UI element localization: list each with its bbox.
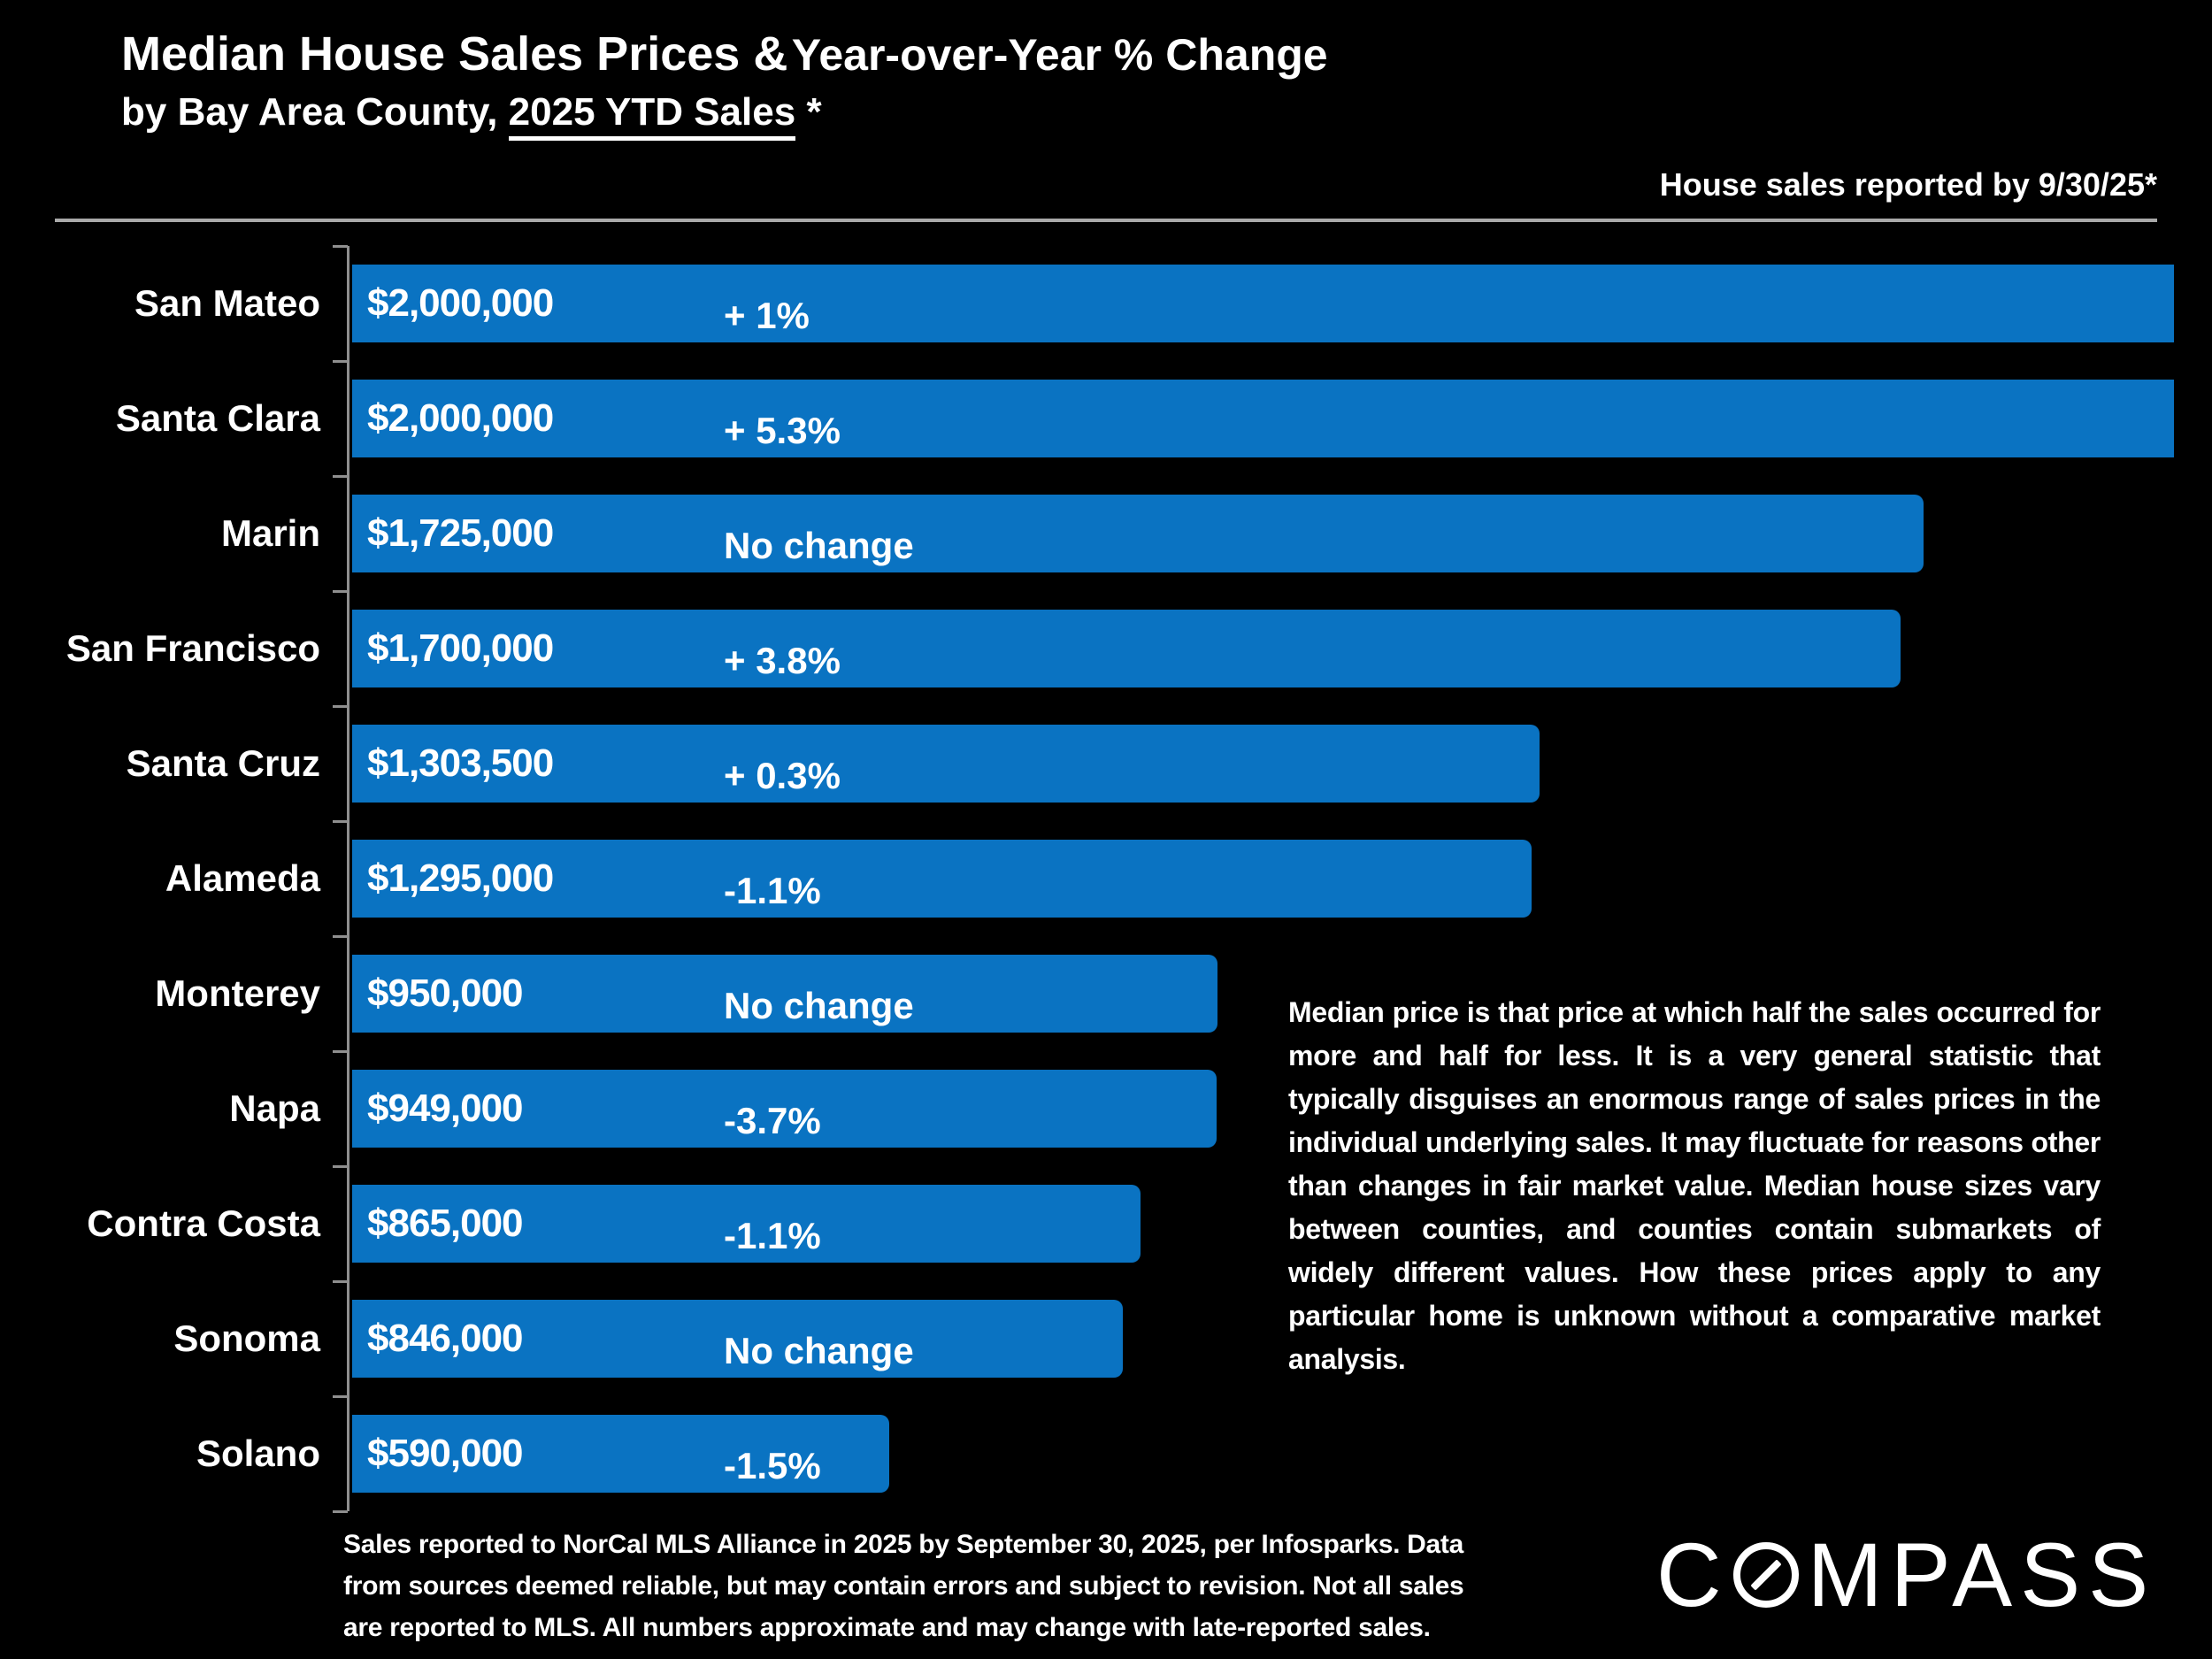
county-label: Santa Clara [115,397,320,439]
price-bar: $2,000,000 + 1% [352,265,2174,342]
median-price-label: $2,000,000 [367,396,554,440]
price-bar: $1,700,000 + 3.8% [352,610,1901,687]
county-label: Alameda [165,857,320,899]
compass-logo-text-c: C [1656,1525,1730,1625]
yoy-change-label: No change [724,985,914,1026]
y-axis-line [347,246,349,1511]
yoy-change-label: + 0.3% [724,755,841,796]
bar-row-sonoma: Sonoma $846,000 No change [0,1281,2212,1396]
median-price-label: $590,000 [367,1432,524,1475]
footnote-line: are reported to MLS. All numbers approxi… [343,1613,1431,1642]
footnote-line: Sales reported to NorCal MLS Alliance in… [343,1530,1463,1559]
yoy-change-label: No change [724,525,914,566]
footnote-line: from sources deemed reliable, but may co… [343,1571,1464,1601]
compass-needle-icon [1749,1559,1782,1591]
yoy-change-label: -3.7% [724,1100,821,1141]
price-bar: $1,295,000 -1.1% [352,840,1532,918]
y-axis-tick [333,1395,348,1398]
county-label: Marin [220,512,320,554]
yoy-change-label: -1.1% [724,1215,821,1256]
y-axis-tick [333,590,348,593]
page-title-main: Median House Sales Prices & [121,27,788,81]
page-subtitle: by Bay Area County, 2025 YTD Sales * [121,90,822,141]
yoy-change-label: + 1% [724,295,810,336]
county-label: Napa [229,1087,320,1129]
y-axis-tick [333,475,348,478]
county-label: San Mateo [134,282,320,324]
y-axis-tick [333,245,348,248]
yoy-change-label: No change [724,1330,914,1371]
yoy-change-label: + 3.8% [724,640,841,681]
bar-row-san-francisco: San Francisco $1,700,000 + 3.8% [0,591,2212,706]
bar-row-santa-cruz: Santa Cruz $1,303,500 + 0.3% [0,706,2212,821]
bar-row-marin: Marin $1,725,000 No change [0,476,2212,591]
median-price-label: $865,000 [367,1202,524,1245]
county-label: Santa Cruz [126,742,320,784]
compass-needle-o-icon [1732,1542,1799,1608]
compass-logo: C MPASS [1656,1525,2157,1625]
compass-logo-text-mpass: MPASS [1807,1525,2157,1625]
county-label: Sonoma [173,1317,320,1359]
county-label: Solano [196,1432,320,1474]
price-bar: $1,303,500 + 0.3% [352,725,1540,803]
median-price-label: $1,700,000 [367,626,554,670]
yoy-change-label: -1.1% [724,870,821,911]
median-price-label: $1,725,000 [367,511,554,555]
county-label: Contra Costa [87,1202,320,1244]
median-price-commentary: Median price is that price at which half… [1288,996,2101,1375]
county-label: Monterey [155,972,320,1014]
y-axis-tick [333,1050,348,1053]
bar-row-monterey: Monterey $950,000 No change [0,936,2212,1051]
bar-row-solano: Solano $590,000 -1.5% [0,1396,2212,1511]
bar-row-napa: Napa $949,000 -3.7% [0,1051,2212,1166]
y-axis-tick [333,705,348,708]
price-bar: $865,000 -1.1% [352,1185,1141,1263]
county-label: San Francisco [65,627,320,669]
footnote: Sales reported to NorCal MLS Alliance in… [343,1524,1464,1648]
yoy-change-label: -1.5% [724,1445,821,1486]
page-title-secondary: Year-over-Year % Change [791,30,1328,80]
y-axis-tick [333,1280,348,1283]
price-bar: $1,725,000 No change [352,495,1924,572]
median-price-label: $950,000 [367,972,524,1015]
bar-row-contra-costa: Contra Costa $865,000 -1.1% [0,1166,2212,1281]
median-price-label: $949,000 [367,1087,524,1130]
subtitle-prefix: by Bay Area County, [121,90,509,134]
report-date-note: House sales reported by 9/30/25* [1659,166,2157,203]
price-bar: $950,000 No change [352,955,1217,1033]
bar-row-santa-clara: Santa Clara $2,000,000 + 5.3% [0,361,2212,476]
bar-row-san-mateo: San Mateo $2,000,000 + 1% [0,246,2212,361]
subtitle-asterisk: * [806,90,822,134]
price-bar: $846,000 No change [352,1300,1123,1378]
bar-row-alameda: Alameda $1,295,000 -1.1% [0,821,2212,936]
page-title: Median House Sales Prices & Year-over-Ye… [121,27,1328,81]
y-axis-tick [333,820,348,823]
price-bar: $2,000,000 + 5.3% [352,380,2174,457]
median-price-label: $2,000,000 [367,281,554,325]
y-axis-tick [333,935,348,938]
subtitle-underlined: 2025 YTD Sales [508,90,796,141]
price-bar: $590,000 -1.5% [352,1415,889,1493]
price-bar: $949,000 -3.7% [352,1070,1217,1148]
y-axis-tick [333,1510,348,1513]
median-price-label: $1,295,000 [367,856,554,900]
y-axis-tick [333,1165,348,1168]
y-axis-tick [333,360,348,363]
median-price-label: $1,303,500 [367,741,554,785]
header-divider-line [55,219,2157,222]
median-price-label: $846,000 [367,1317,524,1360]
yoy-change-label: + 5.3% [724,410,841,451]
